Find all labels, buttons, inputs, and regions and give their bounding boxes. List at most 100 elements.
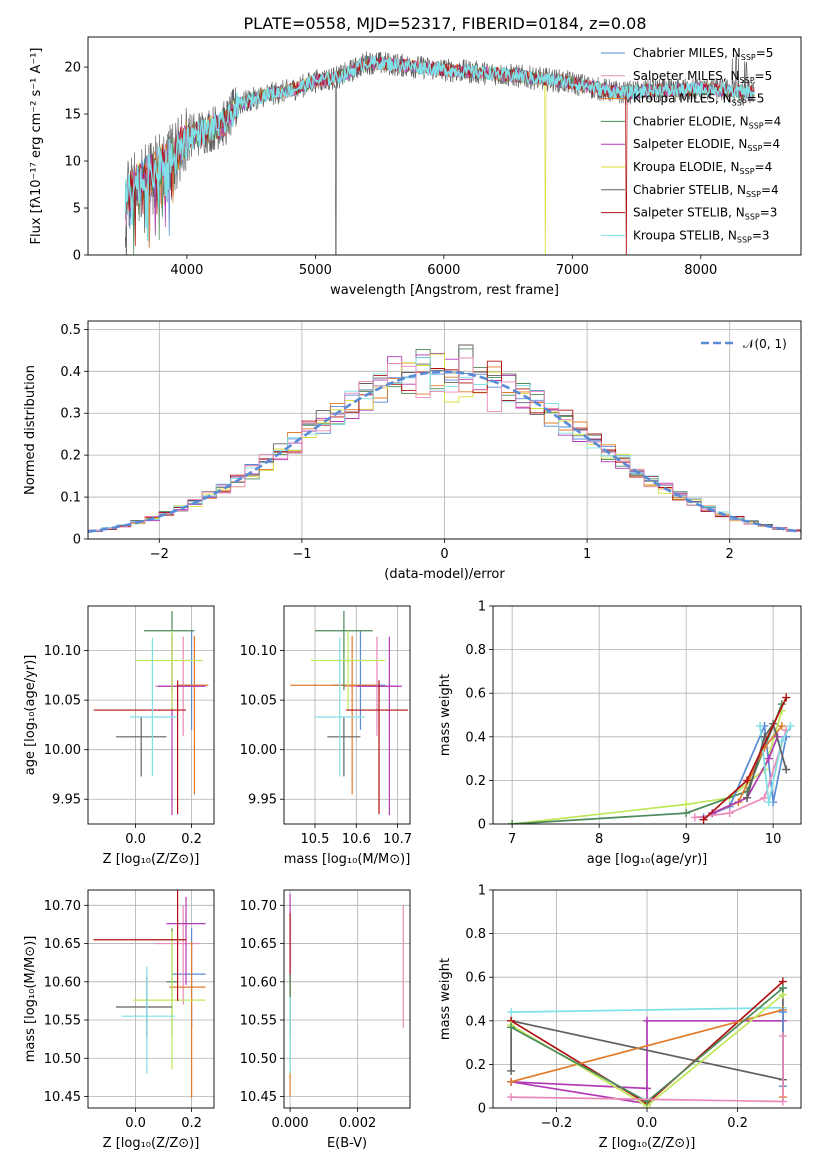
series-marker xyxy=(682,800,691,809)
gaussian-curve xyxy=(88,370,801,533)
residual-histogram xyxy=(88,344,801,532)
error-bar-point xyxy=(93,680,186,815)
x-tick-label: 10.7 xyxy=(383,832,412,847)
x-axis-label: wavelength [Angstrom, rest frame] xyxy=(330,283,559,298)
x-axis-label: Z [log₁₀(Z/Z⊙)] xyxy=(599,1136,696,1151)
legend-label: Salpeter STELIB, NSSP=3 xyxy=(633,206,777,222)
age-vs-metallicity-panel: 0.0 0.2 9.95 10.00 10.05 10.10 Z [log₁₀(Z/Z⊙)]… xyxy=(23,605,215,867)
x-tick-label: 0.2 xyxy=(181,1116,202,1131)
x-axis-label: age [log₁₀(age/yr)] xyxy=(587,852,708,867)
y-tick-label: 10.05 xyxy=(240,694,277,709)
series-marker xyxy=(777,737,786,746)
y-axis-label: mass weight xyxy=(438,958,453,1040)
error-bar-point xyxy=(166,896,206,985)
plot-area xyxy=(93,610,209,816)
series-marker xyxy=(764,754,773,763)
y-tick-label: 10.45 xyxy=(240,1090,277,1105)
x-tick-label: 7000 xyxy=(556,263,589,278)
axes-frame xyxy=(492,889,802,1109)
age-vs-mass-panel: 10.5 10.6 10.7 9.95 10.00 10.05 10.10 mass [log… xyxy=(240,605,412,867)
mass-weight-series xyxy=(507,1032,787,1106)
series-marker xyxy=(690,813,699,822)
series-line xyxy=(759,725,792,803)
plot-area xyxy=(508,693,795,824)
mass-weight-series xyxy=(690,726,791,822)
y-tick-label: 10.60 xyxy=(240,975,277,990)
series-line xyxy=(711,736,779,814)
x-tick-label: 0.2 xyxy=(181,832,202,847)
x-tick-label: 4000 xyxy=(170,263,203,278)
y-tick-label: 10.50 xyxy=(240,1052,277,1067)
series-marker xyxy=(764,798,773,807)
mass-weight-series xyxy=(756,721,795,807)
series-marker xyxy=(643,1016,651,1025)
y-tick-label: 0.5 xyxy=(60,323,81,338)
series-marker xyxy=(507,1077,516,1086)
y-tick-label: 9.95 xyxy=(52,793,81,808)
series-marker xyxy=(507,1023,516,1032)
series-marker xyxy=(778,1032,787,1041)
y-tick-label: 1 xyxy=(478,884,486,899)
y-tick-label: 10.45 xyxy=(44,1090,81,1105)
x-tick-label: 10.5 xyxy=(301,832,330,847)
legend-label: Salpeter ELODIE, NSSP=4 xyxy=(633,137,780,153)
x-tick-label: 0 xyxy=(440,547,448,562)
series-line xyxy=(512,710,783,824)
y-tick-label: 10.55 xyxy=(44,1014,81,1029)
y-tick-label: 10.70 xyxy=(44,899,81,914)
y-tick-label: 0 xyxy=(73,533,81,548)
error-bar-point xyxy=(177,630,206,730)
x-axis-label: (data-model)/error xyxy=(384,567,505,582)
axes-frame xyxy=(492,605,802,825)
series-marker xyxy=(778,984,787,993)
series-marker xyxy=(778,1097,787,1106)
plot-area xyxy=(88,344,801,533)
x-tick-label: 0.0 xyxy=(125,1116,146,1131)
y-tick-label: 0.4 xyxy=(465,730,486,745)
y-tick-label: 10.05 xyxy=(44,694,81,709)
x-tick-label: 2 xyxy=(726,547,734,562)
y-tick-label: 15 xyxy=(64,108,81,123)
residuals-panel: −2 −1 0 1 2 0 0.1 0.2 0.3 0.4 0.5 (data-model)/erro… xyxy=(23,320,802,582)
y-tick-label: 0.8 xyxy=(465,643,486,658)
error-bar-point xyxy=(135,630,203,711)
legend-label: Salpeter MILES, NSSP=5 xyxy=(633,69,772,85)
x-tick-label: 0.0 xyxy=(637,1116,658,1131)
series-marker xyxy=(507,1008,516,1017)
error-bar-point xyxy=(169,941,206,1099)
mass-weight-series xyxy=(508,706,786,824)
series-marker xyxy=(699,815,708,824)
series-marker xyxy=(760,793,769,802)
y-tick-label: 0 xyxy=(73,249,81,264)
legend-label: Kroupa MILES, NSSP=5 xyxy=(633,92,764,108)
y-tick-label: 0.2 xyxy=(60,449,81,464)
series-marker xyxy=(756,721,765,730)
y-axis-label: Flux [fλ10⁻¹⁷ erg cm⁻² s⁻¹ A⁻¹] xyxy=(29,48,44,245)
legend-label: Kroupa STELIB, NSSP=3 xyxy=(633,228,770,244)
y-tick-label: 20 xyxy=(64,61,81,76)
series-marker xyxy=(777,721,786,730)
y-axis-label: mass [log₁₀(M/M⊙)] xyxy=(23,936,38,1063)
y-tick-label: 10.65 xyxy=(240,937,277,952)
series-marker xyxy=(782,693,791,702)
mass-vs-reddening-panel: 0.000 0.002 10.45 10.50 10.55 10.60 10.65 10.70… xyxy=(240,889,411,1151)
axes-frame xyxy=(87,889,215,1109)
y-tick-label: 0 xyxy=(478,1102,486,1117)
x-tick-label: 8 xyxy=(595,832,603,847)
x-tick-label: 9 xyxy=(682,832,690,847)
series-marker xyxy=(778,1008,787,1017)
plot-area xyxy=(124,51,755,255)
x-tick-label: −2 xyxy=(150,547,169,562)
y-tick-label: 9.95 xyxy=(248,793,277,808)
axes-frame xyxy=(87,320,802,540)
legend-label: 𝒩(0, 1) xyxy=(743,337,787,351)
plot-area xyxy=(290,610,408,816)
x-tick-label: 1 xyxy=(583,547,591,562)
plot-area xyxy=(93,890,206,1099)
y-tick-label: 0.2 xyxy=(465,774,486,789)
series-line xyxy=(694,730,788,819)
error-bar-point xyxy=(116,976,172,1038)
legend-label: Chabrier ELODIE, NSSP=4 xyxy=(633,114,781,130)
plot-area xyxy=(507,977,787,1108)
axes-frame xyxy=(283,605,411,825)
